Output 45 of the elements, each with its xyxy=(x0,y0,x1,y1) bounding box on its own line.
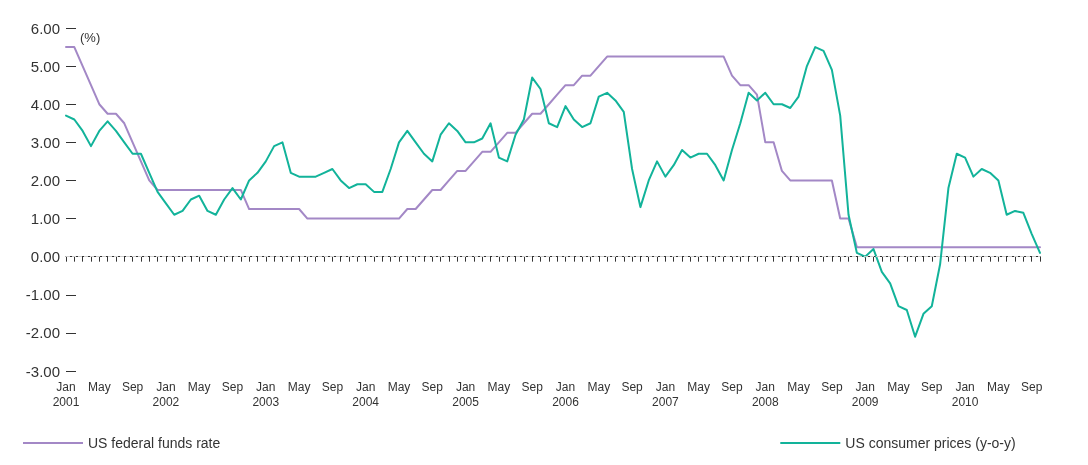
x-tick-label: Jan 2001 xyxy=(52,379,80,409)
y-tick-label: 0.00 xyxy=(30,248,60,266)
x-tick-label: May xyxy=(687,379,711,394)
x-tick-label: Jan 2005 xyxy=(452,379,480,409)
y-axis-title: (%) xyxy=(80,30,101,45)
x-tick-label: Jan 2002 xyxy=(152,379,180,409)
x-tick-label: May xyxy=(87,379,111,394)
x-tick-label: Jan 2008 xyxy=(751,379,779,409)
y-tick-label: 3.00 xyxy=(30,133,60,151)
x-tick-label: Jan 2009 xyxy=(851,379,879,409)
x-tick-label: Sep xyxy=(1021,379,1043,394)
y-tick-label: 2.00 xyxy=(30,171,60,189)
x-tick-label: Sep xyxy=(521,379,544,394)
x-tick-label: May xyxy=(387,379,411,394)
line-series xyxy=(65,46,1041,249)
x-tick-label: Sep xyxy=(721,379,743,394)
line-series xyxy=(65,46,1041,338)
y-tick-label: 4.00 xyxy=(30,95,60,113)
x-tick-label: May xyxy=(487,379,511,394)
y-tick-label: -1.00 xyxy=(25,286,60,304)
y-tick-label: -3.00 xyxy=(25,362,60,380)
y-tick-label: 5.00 xyxy=(30,57,60,75)
y-tick-label: 6.00 xyxy=(30,19,60,37)
x-tick-label: Jan 2007 xyxy=(652,379,680,409)
x-tick-label: May xyxy=(887,379,910,394)
x-tick-label: Jan 2004 xyxy=(352,379,380,409)
x-tick-label: Jan 2010 xyxy=(951,379,979,409)
y-tick-label: 1.00 xyxy=(30,210,60,228)
x-tick-label: Sep xyxy=(621,379,644,394)
y-tick-label: -2.00 xyxy=(25,324,60,342)
x-tick-label: Sep xyxy=(421,379,444,394)
x-tick-label: Jan 2006 xyxy=(552,379,580,409)
x-tick-label: May xyxy=(987,379,1010,394)
x-tick-label: Sep xyxy=(921,379,943,394)
x-tick-label: May xyxy=(187,379,211,394)
x-tick-label: May xyxy=(787,379,810,394)
legend-label: US federal funds rate xyxy=(88,435,221,451)
x-tick-label: Jan 2003 xyxy=(252,379,280,409)
x-tick-label: Sep xyxy=(121,379,144,394)
x-tick-label: May xyxy=(287,379,311,394)
legend-label: US consumer prices (y-o-y) xyxy=(845,435,1016,451)
x-tick-label: Sep xyxy=(221,379,244,394)
x-tick-label: Sep xyxy=(821,379,843,394)
x-tick-label: Sep xyxy=(321,379,344,394)
x-tick-label: May xyxy=(587,379,611,394)
